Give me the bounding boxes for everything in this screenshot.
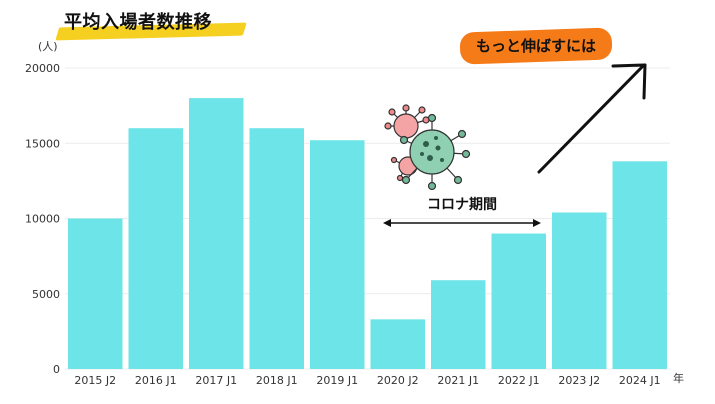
bar: [249, 128, 304, 369]
callout-text: もっと伸ばすには: [475, 37, 596, 55]
x-tick-label: 2023 J2: [558, 374, 600, 387]
bar: [612, 161, 667, 369]
x-tick-label: 2015 J2: [74, 374, 116, 387]
bar: [68, 218, 123, 369]
callout-badge: もっと伸ばすには: [459, 27, 613, 65]
x-tick-label: 2021 J1: [437, 374, 479, 387]
bar: [189, 98, 244, 369]
bar: [310, 140, 365, 369]
x-tick-label: 2017 J1: [195, 374, 237, 387]
x-tick-label: 2019 J1: [316, 374, 358, 387]
x-tick-labels: 2015 J2 2016 J1 2017 J1 2018 J1 2019 J1 2020 …: [74, 374, 660, 387]
x-tick-label: 2024 J1: [619, 374, 661, 387]
bar: [491, 233, 546, 369]
corona-period-label: コロナ期間: [427, 197, 497, 213]
corona-period-arrow: [383, 219, 541, 227]
virus-icon: [384, 104, 471, 191]
y-axis-unit: (人): [38, 40, 58, 53]
bar: [431, 280, 486, 369]
y-tick-label: 0: [53, 363, 60, 376]
bar: [370, 319, 425, 369]
bars: [68, 98, 667, 369]
x-tick-label: 2016 J1: [135, 374, 177, 387]
y-tick-labels: 0 5000 10000 15000 20000: [25, 62, 60, 376]
chart-title: 平均入場者数推移: [64, 12, 212, 33]
y-tick-label: 20000: [25, 62, 60, 75]
bar: [552, 212, 607, 369]
bar: [128, 128, 183, 369]
x-tick-label: 2018 J1: [256, 374, 298, 387]
title-wrap: 平均入場者数推移: [55, 8, 247, 41]
x-tick-label: 2020 J2: [377, 374, 419, 387]
x-axis-unit: 年: [673, 372, 684, 385]
y-tick-label: 5000: [32, 288, 60, 301]
y-tick-label: 10000: [25, 213, 60, 226]
x-tick-label: 2022 J1: [498, 374, 540, 387]
up-right-arrow-icon: [537, 63, 647, 174]
y-tick-label: 15000: [25, 137, 60, 150]
